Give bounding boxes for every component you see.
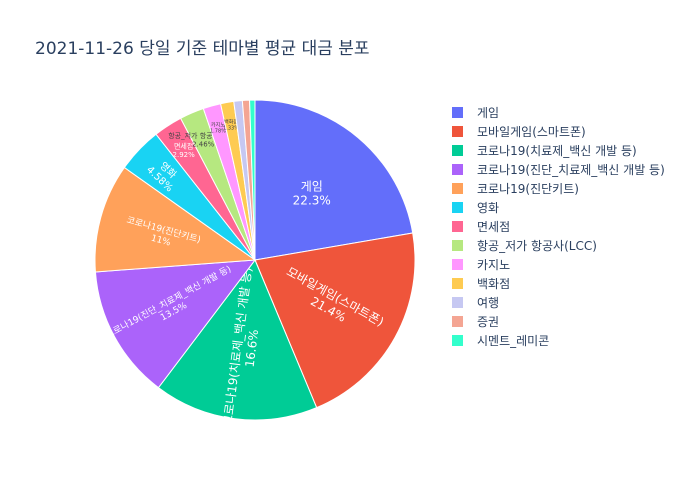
slice-name-label: 백화점 xyxy=(224,119,238,126)
legend-label: 영화 xyxy=(477,201,500,215)
legend-item[interactable]: 영화 xyxy=(450,198,695,217)
slice-percent-label: 16.6% xyxy=(243,329,262,369)
legend-swatch xyxy=(452,164,463,175)
pie-slice[interactable] xyxy=(254,99,414,261)
legend-swatch xyxy=(452,183,463,194)
legend-label: 카지노 xyxy=(477,258,511,272)
legend-label: 여행 xyxy=(477,296,500,310)
legend-swatch xyxy=(452,259,463,270)
slice-name-label: 항공_저가 항공사(LCC) xyxy=(168,131,238,140)
slice-percent-label: 1.33% xyxy=(223,126,239,132)
slice-name-label: 게임 xyxy=(301,179,323,193)
legend-item[interactable]: 항공_저가 항공사(LCC) xyxy=(450,236,695,255)
legend-label: 백화점 xyxy=(477,277,511,291)
chart-title: 2021-11-26 당일 기준 테마별 평균 대금 분포 xyxy=(35,39,370,59)
legend-item[interactable]: 모바일게임(스마트폰) xyxy=(450,122,695,141)
legend-item[interactable]: 카지노 xyxy=(450,255,695,274)
legend-swatch xyxy=(452,145,463,156)
legend-swatch xyxy=(452,221,463,232)
slice-percent-label: 2.46% xyxy=(192,140,215,148)
legend-swatch xyxy=(452,335,463,346)
pie-slice[interactable] xyxy=(94,166,257,273)
slice-percent-label: 1.78% xyxy=(210,128,226,134)
legend-swatch xyxy=(452,107,463,118)
slice-percent-label: 2.92% xyxy=(173,151,196,159)
legend-label: 모바일게임(스마트폰) xyxy=(477,125,586,139)
pie-slice[interactable] xyxy=(94,259,257,389)
legend-label: 코로나19(치료제_백신 개발 등) xyxy=(477,144,637,158)
legend-swatch xyxy=(452,126,463,137)
legend-label: 코로나19(진단_치료제_백신 개발 등) xyxy=(477,163,665,177)
legend-item[interactable]: 면세점 xyxy=(450,217,695,236)
legend-label: 면세점 xyxy=(477,220,511,234)
legend-swatch xyxy=(452,297,463,308)
legend-swatch xyxy=(452,278,463,289)
legend-label: 증권 xyxy=(477,315,500,329)
slice-name-label: 카지노 xyxy=(211,121,225,128)
slice-label: 항공_저가 항공사(LCC)2.46% xyxy=(168,131,238,148)
legend-item[interactable]: 코로나19(진단키트) xyxy=(450,179,695,198)
slice-percent-label: 22.3% xyxy=(293,194,331,208)
legend-item[interactable]: 여행 xyxy=(450,293,695,312)
slice-name-label: 면세점 xyxy=(174,141,193,150)
legend-label: 코로나19(진단키트) xyxy=(477,182,579,196)
legend-item[interactable]: 게임 xyxy=(450,103,695,122)
legend-swatch xyxy=(452,316,463,327)
legend-item[interactable]: 코로나19(진단_치료제_백신 개발 등) xyxy=(450,160,695,179)
legend-label: 항공_저가 항공사(LCC) xyxy=(477,239,597,253)
legend-item[interactable]: 증권 xyxy=(450,312,695,331)
legend-label: 게임 xyxy=(477,106,500,120)
legend-swatch xyxy=(452,240,463,251)
legend-item[interactable]: 백화점 xyxy=(450,274,695,293)
legend-label: 시멘트_레미콘 xyxy=(477,334,550,348)
legend-item[interactable]: 코로나19(치료제_백신 개발 등) xyxy=(450,141,695,160)
pie-slice[interactable] xyxy=(157,259,318,421)
pie-slice[interactable] xyxy=(254,232,416,409)
legend-item[interactable]: 시멘트_레미콘 xyxy=(450,331,695,350)
pie-slice[interactable] xyxy=(249,99,256,261)
legend-swatch xyxy=(452,202,463,213)
